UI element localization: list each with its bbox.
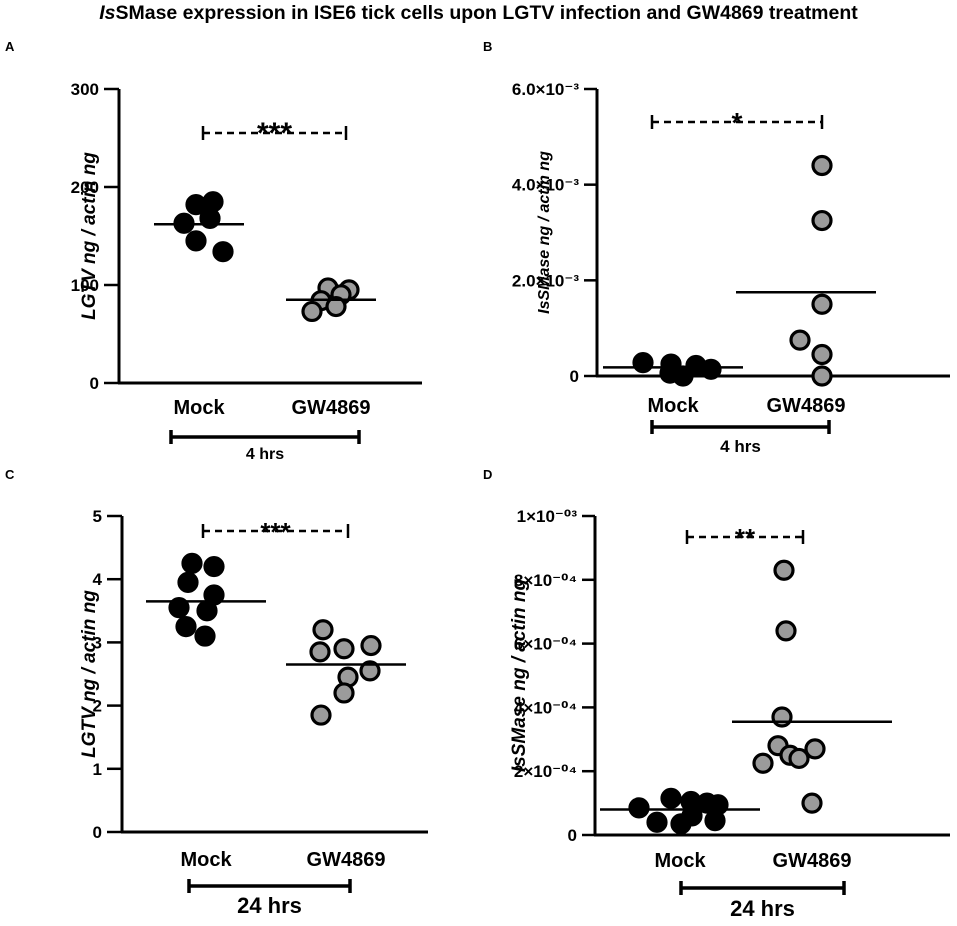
y-tick-label-a-1: 100 [71, 276, 99, 295]
data-point-b-gw4869-5 [811, 365, 833, 387]
x-category-label-c-1: GW4869 [307, 849, 386, 871]
significance-label-c: *** [260, 517, 291, 547]
panel-label-b: B [483, 39, 492, 54]
data-point-c-mock-6 [175, 615, 197, 638]
data-point-a-gw4869-5 [301, 300, 323, 323]
y-tick-label-d-3: 6×10⁻⁰⁴ [514, 635, 577, 654]
figure-title-prefix: Is [99, 2, 116, 24]
data-point-d-gw4869-0 [773, 559, 795, 581]
x-category-label-a-0: Mock [173, 397, 225, 419]
data-point-a-mock-5 [212, 241, 234, 263]
significance-label-d: ** [735, 523, 756, 553]
data-point-a-mock-4 [185, 230, 207, 252]
data-point-b-gw4869-3 [789, 329, 811, 351]
data-point-d-mock-4 [628, 797, 650, 819]
data-point-c-mock-4 [168, 597, 190, 619]
data-point-a-mock-2 [199, 207, 221, 229]
x-category-label-c-0: Mock [180, 849, 232, 871]
data-point-c-mock-0 [181, 552, 203, 575]
x-category-label-b-1: GW4869 [767, 395, 846, 417]
y-tick-label-b-3: 6.0×10⁻³ [512, 80, 579, 99]
y-tick-label-c-4: 4 [93, 570, 103, 589]
data-point-a-mock-1 [185, 194, 207, 216]
data-point-b-gw4869-1 [811, 209, 833, 232]
y-tick-label-d-4: 8×10⁻⁰⁴ [514, 571, 577, 590]
data-point-c-gw4869-7 [310, 704, 332, 726]
data-point-d-mock-6 [704, 810, 726, 832]
y-axis-label-c: LGTV ng / actin ng [79, 590, 100, 758]
data-point-d-mock-8 [670, 813, 692, 835]
y-tick-label-d-1: 2×10⁻⁰⁴ [514, 762, 577, 781]
panel-label-c: C [5, 467, 15, 482]
timepoint-label-c: 24 hrs [237, 893, 302, 918]
y-axis-label-d: IsSMase ng / actin ng [509, 579, 530, 773]
significance-label-a: *** [257, 117, 292, 150]
data-point-d-gw4869-8 [801, 792, 823, 814]
data-point-d-mock-7 [646, 811, 668, 833]
data-point-a-mock-0 [202, 191, 224, 213]
y-tick-label-d-0: 0 [568, 826, 577, 845]
figure-title: IsSMase expression in ISE6 tick cells up… [0, 2, 957, 25]
y-tick-label-d-2: 4×10⁻⁰⁴ [514, 698, 577, 717]
y-tick-label-a-2: 200 [71, 178, 99, 197]
panel-label-d: D [483, 467, 492, 482]
data-point-c-gw4869-0 [312, 619, 334, 641]
timepoint-label-a: 4 hrs [246, 446, 284, 463]
data-point-c-mock-2 [177, 571, 199, 593]
y-tick-label-a-3: 300 [71, 80, 99, 99]
data-point-c-gw4869-2 [333, 638, 355, 660]
timepoint-label-d: 24 hrs [730, 896, 795, 921]
data-point-b-gw4869-4 [811, 343, 833, 366]
data-point-b-mock-5 [672, 365, 694, 387]
figure-title-rest: SMase expression in ISE6 tick cells upon… [115, 2, 858, 24]
significance-label-b: * [732, 107, 743, 138]
y-tick-label-a-0: 0 [90, 374, 99, 393]
timepoint-label-b: 4 hrs [720, 437, 761, 456]
data-point-b-gw4869-2 [811, 293, 833, 315]
y-axis-label-b: IsSMase ng / actin ng [536, 151, 553, 314]
y-tick-label-b-2: 4.0×10⁻³ [512, 176, 579, 195]
data-point-b-mock-3 [700, 358, 722, 380]
y-tick-label-d-5: 1×10⁻⁰³ [517, 507, 578, 526]
x-category-label-a-1: GW4869 [292, 397, 371, 419]
y-tick-label-c-2: 2 [93, 697, 102, 716]
x-category-label-d-0: Mock [654, 850, 706, 872]
data-point-d-gw4869-2 [771, 706, 793, 728]
data-point-d-gw4869-6 [788, 747, 810, 770]
data-point-d-mock-0 [660, 787, 682, 809]
y-tick-label-c-0: 0 [93, 823, 102, 842]
y-tick-label-c-3: 3 [93, 633, 102, 652]
y-tick-label-b-1: 2.0×10⁻³ [512, 271, 579, 290]
data-point-c-gw4869-1 [360, 634, 382, 657]
data-point-b-gw4869-0 [811, 154, 833, 177]
data-point-c-gw4869-6 [333, 682, 355, 704]
data-point-c-mock-5 [196, 600, 218, 622]
y-tick-label-c-5: 5 [93, 507, 102, 526]
y-axis-label-a: LGTV ng / actin ng [79, 152, 100, 320]
panel-label-a: A [5, 39, 15, 54]
data-point-d-gw4869-4 [804, 738, 826, 760]
data-point-c-mock-7 [194, 625, 216, 647]
data-point-c-mock-1 [203, 555, 225, 578]
data-point-d-gw4869-7 [752, 752, 774, 774]
data-point-c-gw4869-4 [359, 660, 381, 682]
data-point-a-gw4869-4 [325, 295, 347, 318]
x-category-label-d-1: GW4869 [773, 850, 852, 872]
x-category-label-b-0: Mock [647, 395, 699, 417]
y-tick-label-b-0: 0 [570, 367, 579, 386]
data-point-d-gw4869-1 [775, 620, 797, 642]
y-tick-label-c-1: 1 [93, 760, 102, 779]
data-point-b-mock-0 [632, 352, 654, 374]
data-point-c-gw4869-3 [309, 641, 331, 663]
